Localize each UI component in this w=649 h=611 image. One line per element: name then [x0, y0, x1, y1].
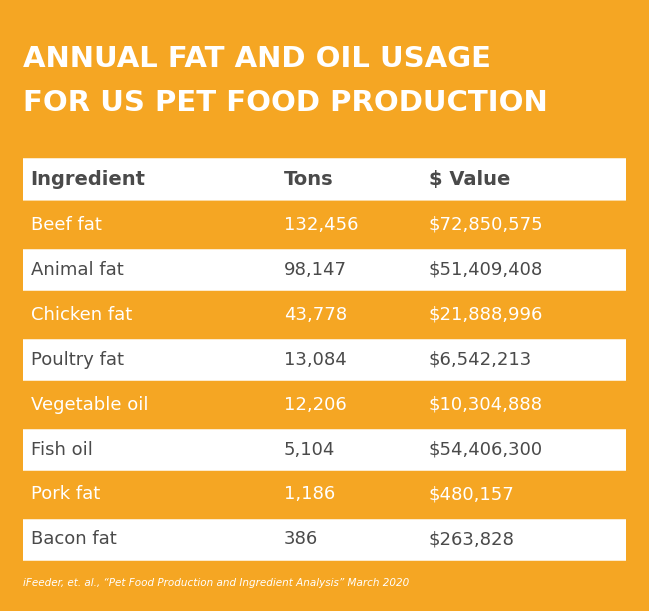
- Text: 12,206: 12,206: [284, 395, 347, 414]
- Text: $54,406,300: $54,406,300: [429, 441, 543, 458]
- Bar: [23, 292, 626, 337]
- Text: FOR US PET FOOD PRODUCTION: FOR US PET FOOD PRODUCTION: [23, 89, 548, 117]
- Text: $6,542,213: $6,542,213: [429, 351, 532, 368]
- Bar: [23, 472, 626, 517]
- Text: 1,186: 1,186: [284, 486, 336, 503]
- Bar: [23, 202, 626, 247]
- Text: Beef fat: Beef fat: [31, 216, 101, 234]
- Text: 386: 386: [284, 530, 318, 548]
- Text: 13,084: 13,084: [284, 351, 347, 368]
- Bar: [23, 337, 626, 382]
- Text: 132,456: 132,456: [284, 216, 358, 234]
- Bar: [23, 427, 626, 472]
- Text: $10,304,888: $10,304,888: [429, 395, 543, 414]
- Text: Tons: Tons: [284, 170, 334, 189]
- Bar: [23, 517, 626, 562]
- Text: Poultry fat: Poultry fat: [31, 351, 123, 368]
- Text: Pork fat: Pork fat: [31, 486, 100, 503]
- Text: $263,828: $263,828: [429, 530, 515, 548]
- Text: 43,778: 43,778: [284, 306, 347, 324]
- Text: $51,409,408: $51,409,408: [429, 261, 543, 279]
- Text: iFeeder, et. al., “Pet Food Production and Ingredient Analysis” March 2020: iFeeder, et. al., “Pet Food Production a…: [23, 578, 409, 588]
- Text: ANNUAL FAT AND OIL USAGE: ANNUAL FAT AND OIL USAGE: [23, 45, 491, 73]
- Bar: [23, 156, 626, 202]
- Text: $480,157: $480,157: [429, 486, 515, 503]
- Text: $72,850,575: $72,850,575: [429, 216, 543, 234]
- Bar: [23, 382, 626, 427]
- Text: Animal fat: Animal fat: [31, 261, 123, 279]
- Text: Ingredient: Ingredient: [31, 170, 145, 189]
- Text: $21,888,996: $21,888,996: [429, 306, 543, 324]
- Text: $ Value: $ Value: [429, 170, 510, 189]
- Text: 98,147: 98,147: [284, 261, 347, 279]
- Text: Chicken fat: Chicken fat: [31, 306, 132, 324]
- Text: Fish oil: Fish oil: [31, 441, 92, 458]
- Text: Vegetable oil: Vegetable oil: [31, 395, 148, 414]
- Text: Bacon fat: Bacon fat: [31, 530, 116, 548]
- Text: 5,104: 5,104: [284, 441, 336, 458]
- Bar: [23, 247, 626, 292]
